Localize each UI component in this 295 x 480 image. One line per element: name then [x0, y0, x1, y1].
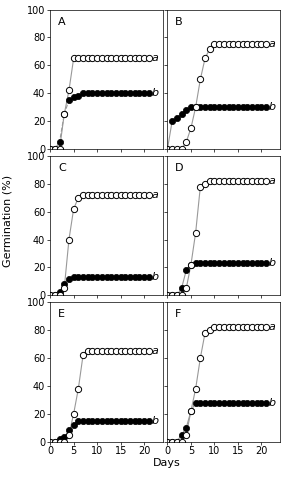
Text: b: b — [269, 102, 276, 112]
Text: b: b — [269, 397, 276, 408]
Text: a: a — [269, 323, 276, 332]
Text: b: b — [152, 416, 159, 426]
Text: b: b — [152, 88, 159, 98]
Text: a: a — [269, 176, 276, 186]
Text: A: A — [58, 17, 66, 26]
Text: E: E — [58, 309, 65, 319]
Text: F: F — [175, 309, 182, 319]
Text: a: a — [152, 53, 158, 63]
Text: b: b — [269, 258, 276, 268]
Text: Germination (%): Germination (%) — [2, 175, 12, 267]
Text: D: D — [175, 163, 184, 173]
Text: C: C — [58, 163, 66, 173]
Text: Days: Days — [153, 458, 181, 468]
Text: a: a — [269, 39, 276, 49]
Text: a: a — [152, 346, 158, 356]
Text: a: a — [152, 190, 158, 200]
Text: B: B — [175, 17, 183, 26]
Text: b: b — [152, 272, 159, 282]
